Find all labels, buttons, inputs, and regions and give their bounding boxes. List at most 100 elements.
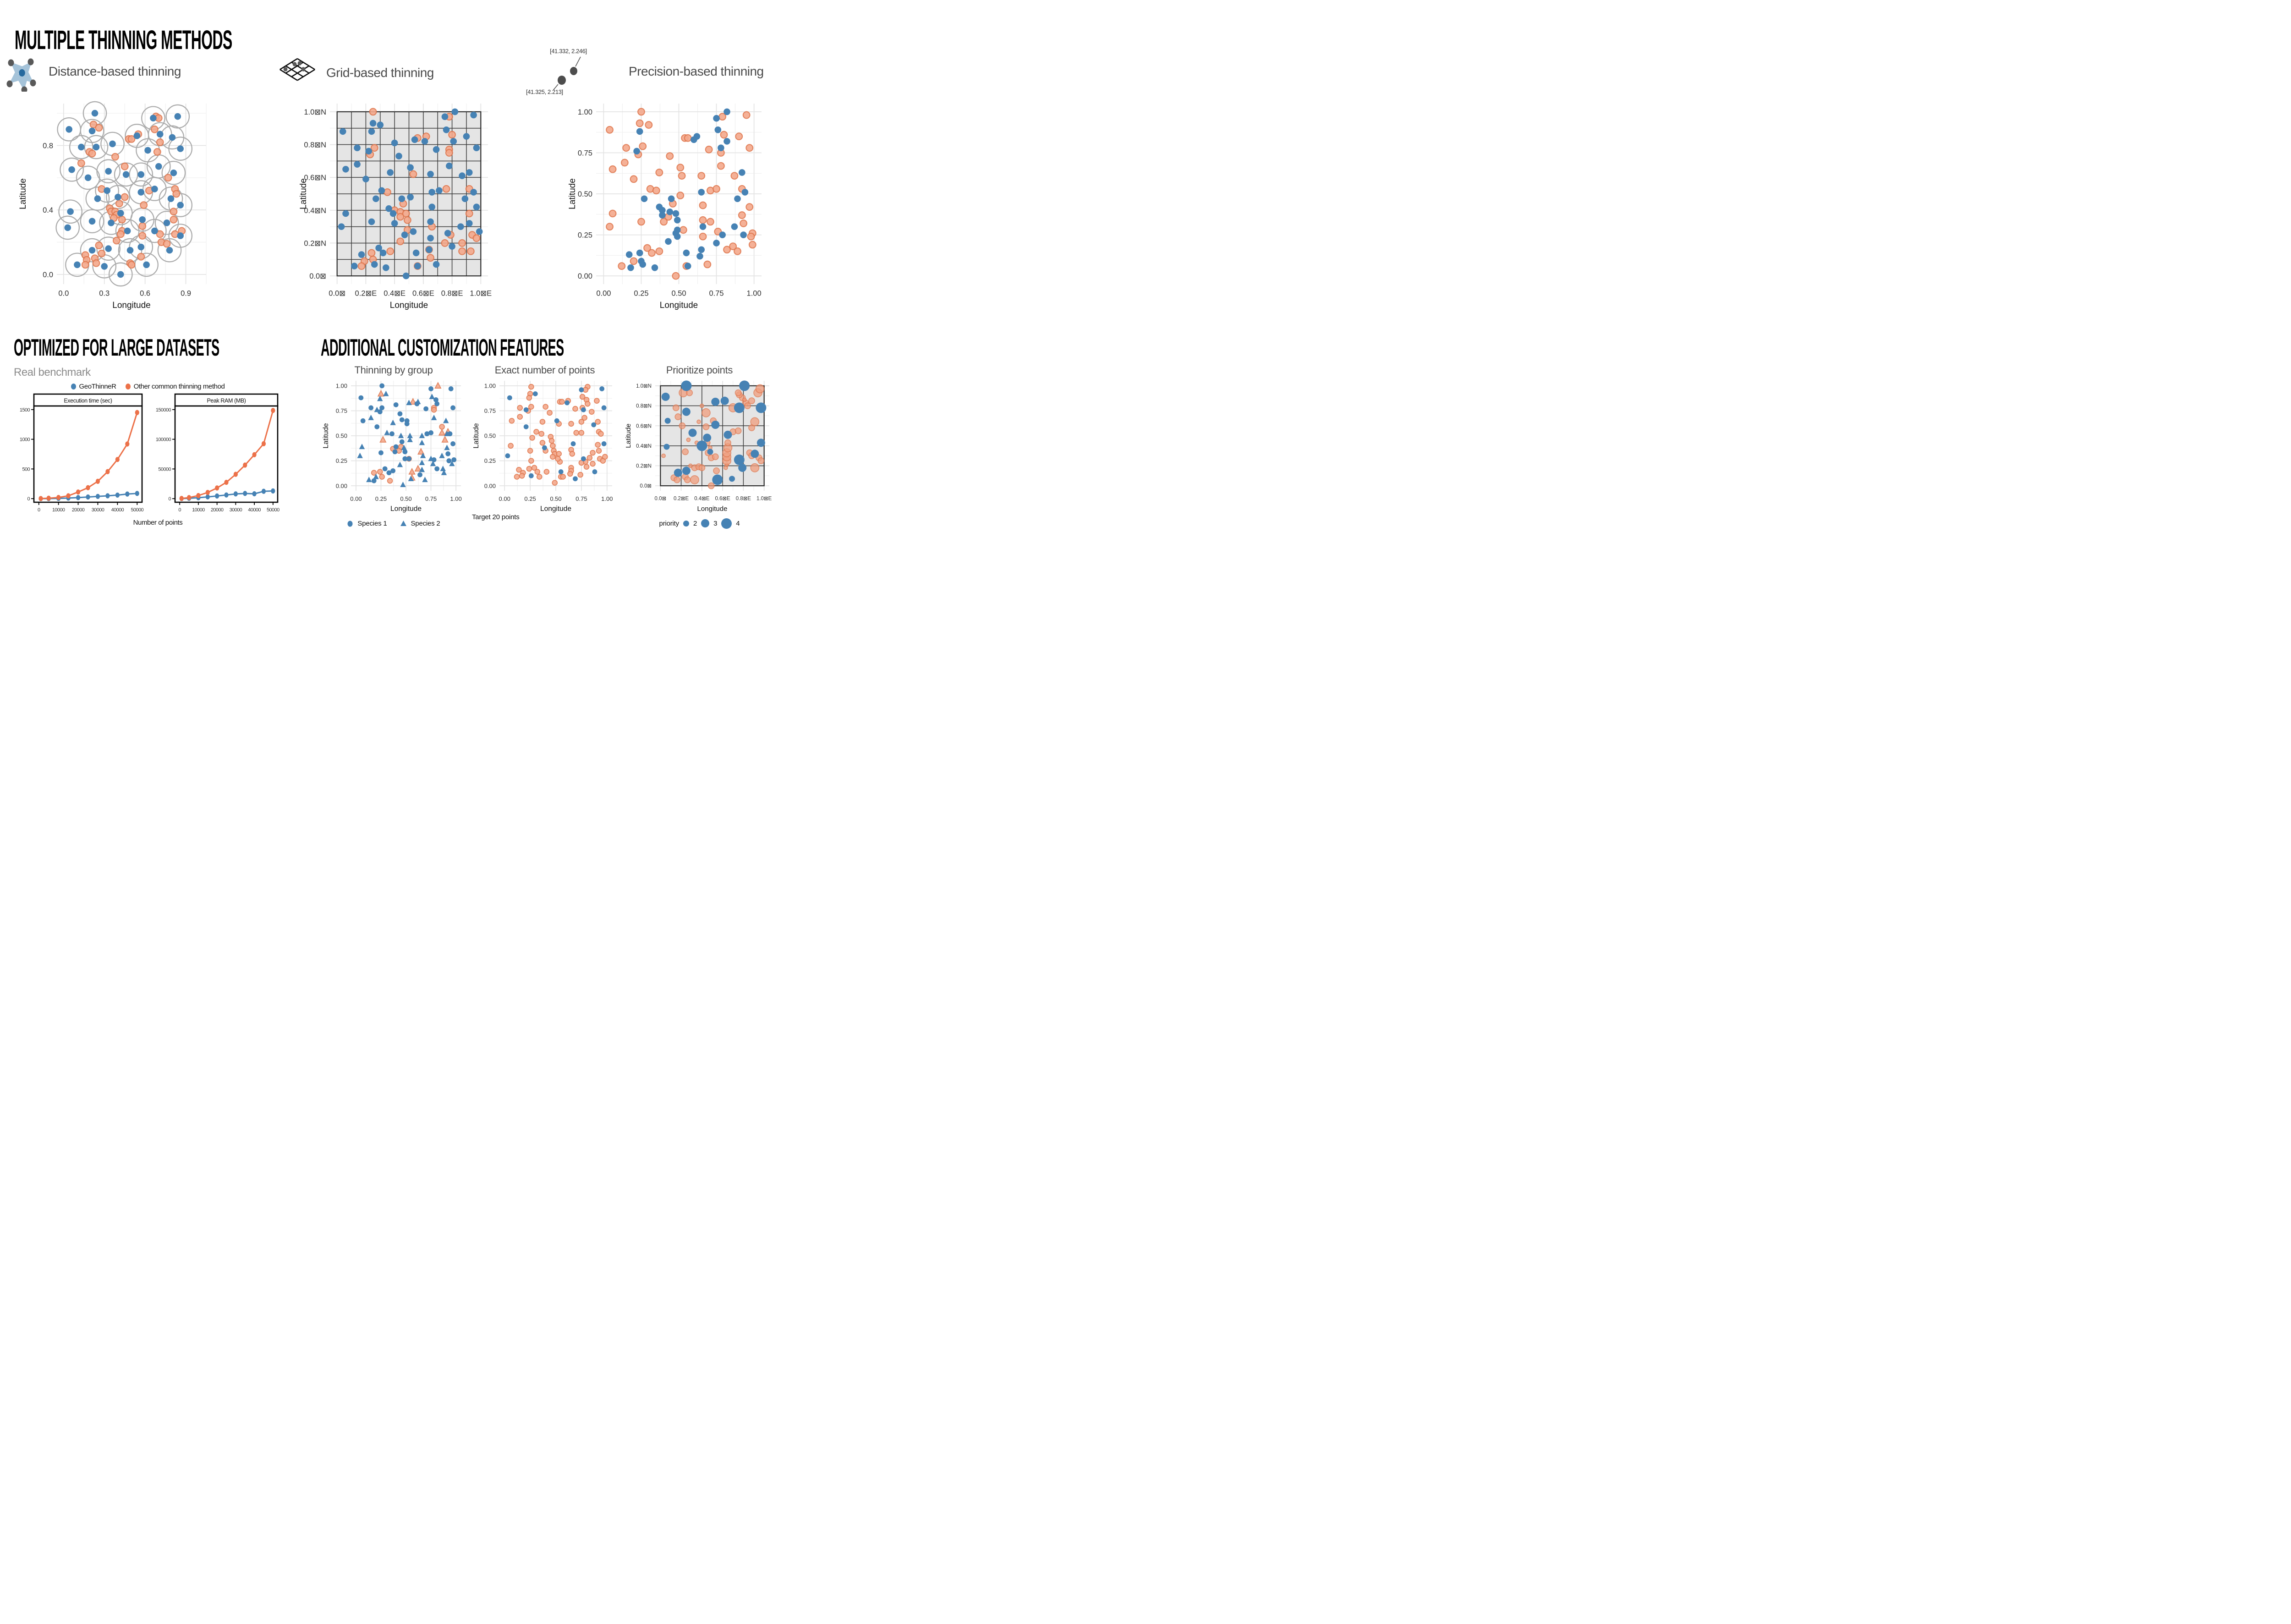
svg-text:0.6⊠N: 0.6⊠N (304, 174, 326, 182)
svg-text:0: 0 (38, 507, 40, 513)
thinning-by-group-plot: 0.00 0.25 0.50 0.75 1.00 0.00 0.25 0.50 0.75 1.00… (322, 381, 462, 513)
svg-text:0.00: 0.00 (484, 483, 496, 489)
customization-section: ADDITIONAL CUSTOMIZATION FEATURES Thinni… (321, 336, 776, 538)
method-label-precision: Precision-based thinning (629, 64, 764, 78)
svg-text:1.0⊠E: 1.0⊠E (470, 290, 492, 298)
svg-text:Longitude: Longitude (390, 505, 422, 513)
target-points-caption: Target 20 points (472, 513, 520, 521)
svg-text:0.4⊠N: 0.4⊠N (636, 444, 652, 449)
svg-text:0.8⊠E: 0.8⊠E (736, 496, 751, 502)
svg-text:0.50: 0.50 (400, 495, 411, 502)
svg-text:0.2⊠N: 0.2⊠N (636, 464, 652, 469)
svg-text:20000: 20000 (72, 507, 85, 513)
svg-text:1.00: 1.00 (484, 383, 496, 390)
svg-text:Longitude: Longitude (540, 505, 571, 513)
execution-time-chart: Execution time (sec) 0 500 1000 1500 0 10000 20… (20, 393, 144, 513)
svg-text:0.2⊠E: 0.2⊠E (355, 290, 377, 298)
svg-text:Latitude: Latitude (472, 423, 480, 448)
svg-text:0.50: 0.50 (550, 495, 561, 502)
svg-text:0.75: 0.75 (709, 290, 723, 298)
svg-text:0.2⊠E: 0.2⊠E (674, 496, 689, 502)
legend-label-geothinner: GeoThinneR (79, 383, 116, 390)
svg-text:Longitude: Longitude (660, 301, 698, 310)
grid-thinning-plot: 0.0⊠ 0.2⊠E 0.4⊠E 0.6⊠E 0.8⊠E 1.0⊠E 0.0⊠ 0.2⊠N 0.… (299, 104, 492, 310)
svg-text:1.00: 1.00 (601, 495, 613, 502)
svg-text:0.75: 0.75 (425, 495, 437, 502)
section-title-customization: ADDITIONAL CUSTOMIZATION FEATURES (321, 335, 564, 361)
svg-text:Latitude: Latitude (625, 423, 632, 448)
coord-label-bottom: [41.325, 2.213] (526, 88, 563, 95)
other-method-dot-icon (125, 384, 131, 390)
thinning-by-group-block: Thinning by group 0.00 0.25 0.50 0.75 1.00 0.… (321, 364, 466, 530)
svg-text:0.3: 0.3 (99, 290, 110, 298)
svg-text:50000: 50000 (158, 466, 171, 472)
svg-text:0: 0 (168, 496, 171, 502)
svg-text:0.8⊠N: 0.8⊠N (304, 141, 326, 149)
svg-text:Peak RAM (MB): Peak RAM (MB) (207, 398, 246, 404)
svg-text:0.6⊠E: 0.6⊠E (412, 290, 434, 298)
svg-text:0.4: 0.4 (43, 206, 53, 214)
priority-legend-title: priority (659, 519, 680, 527)
exact-number-block: Exact number of points 0.00 0.25 0.50 0.75 1… (471, 364, 619, 523)
benchmark-section: OPTIMIZED FOR LARGE DATASETS Real benchm… (14, 336, 282, 527)
svg-text:Latitude: Latitude (299, 178, 308, 209)
svg-text:10000: 10000 (52, 507, 65, 513)
svg-text:0.00: 0.00 (596, 290, 611, 298)
svg-text:Longitude: Longitude (697, 505, 728, 513)
section-title-multiple-thinning: MULTIPLE THINNING METHODS (15, 25, 232, 55)
svg-text:0.50: 0.50 (336, 433, 347, 439)
peak-ram-chart: Peak RAM (MB) 0 50000 100000 150000 0 10000 200… (156, 393, 280, 513)
prioritize-points-plot: 0.0⊠ 0.2⊠E 0.4⊠E 0.6⊠E 0.8⊠E 1.0⊠E 0.0⊠ 0.2⊠N 0.… (625, 380, 772, 513)
species1-circle-icon (347, 521, 353, 527)
svg-text:0.50: 0.50 (578, 190, 592, 198)
svg-text:1.00: 1.00 (747, 290, 762, 298)
legend-item-other: Other common thinning method (125, 383, 225, 390)
benchmark-panels: Execution time (sec) 0 500 1000 1500 0 10000 20… (14, 393, 282, 518)
svg-text:1.0⊠E: 1.0⊠E (756, 496, 772, 502)
svg-text:0: 0 (27, 496, 30, 502)
svg-text:0.0: 0.0 (43, 271, 53, 279)
svg-text:0.6⊠N: 0.6⊠N (636, 423, 652, 429)
svg-text:0.0: 0.0 (58, 290, 69, 298)
priority-legend: priority 2 3 4 (623, 517, 776, 530)
distance-thinning-plot: 0.0 0.3 0.6 0.9 0.0 0.4 0.8 Longitude Latitude (18, 101, 207, 310)
priority-4-label: 4 (736, 519, 740, 527)
svg-text:0.6⊠E: 0.6⊠E (715, 496, 730, 502)
species2-label: Species 2 (411, 519, 440, 527)
svg-text:10000: 10000 (192, 507, 205, 513)
svg-text:500: 500 (22, 466, 30, 472)
species-legend: Species 1 Species 2 (321, 517, 466, 530)
svg-text:1.00: 1.00 (336, 383, 347, 390)
method-header-grid: Grid-based thinning (276, 57, 434, 89)
svg-text:1.00: 1.00 (578, 108, 592, 116)
svg-text:Latitude: Latitude (322, 423, 330, 448)
precision-thinning-icon: [41.332, 2.246] [41.325, 2.213] (526, 48, 621, 95)
priority-3-label: 3 (713, 519, 718, 527)
exact-plot-title: Exact number of points (494, 364, 595, 376)
priority-2-label: 2 (693, 519, 697, 527)
svg-text:100000: 100000 (156, 437, 171, 443)
svg-text:40000: 40000 (111, 507, 124, 513)
coord-label-top: [41.332, 2.246] (550, 48, 587, 55)
svg-text:Longitude: Longitude (112, 301, 150, 310)
group-plot-title: Thinning by group (354, 364, 433, 376)
svg-text:150000: 150000 (156, 407, 171, 413)
svg-text:0.0⊠: 0.0⊠ (655, 496, 667, 502)
svg-text:0.25: 0.25 (375, 495, 387, 502)
svg-text:0.4⊠E: 0.4⊠E (384, 290, 406, 298)
svg-text:0.75: 0.75 (578, 149, 592, 157)
svg-text:0.8⊠E: 0.8⊠E (441, 290, 463, 298)
svg-text:1000: 1000 (20, 437, 30, 443)
svg-text:Latitude: Latitude (568, 178, 577, 209)
svg-text:0.4⊠N: 0.4⊠N (304, 207, 326, 215)
svg-text:0.00: 0.00 (499, 495, 510, 502)
svg-text:1500: 1500 (20, 407, 30, 413)
method-header-precision: [41.332, 2.246] [41.325, 2.213] Precisio… (526, 48, 764, 95)
svg-text:1.0⊠N: 1.0⊠N (304, 108, 326, 116)
grid-thinning-icon (276, 57, 319, 89)
svg-text:0.2⊠N: 0.2⊠N (304, 239, 326, 247)
svg-text:0.0⊠: 0.0⊠ (309, 272, 326, 280)
svg-text:0.8: 0.8 (43, 142, 53, 150)
svg-text:0.75: 0.75 (484, 407, 496, 414)
svg-text:0.4⊠E: 0.4⊠E (694, 496, 710, 502)
